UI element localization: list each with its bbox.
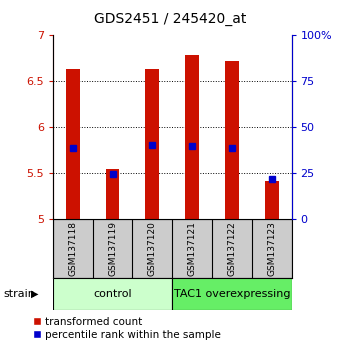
Bar: [66, 69, 80, 219]
Bar: [185, 55, 199, 219]
Text: GSM137122: GSM137122: [227, 221, 236, 276]
Text: TAC1 overexpressing: TAC1 overexpressing: [174, 289, 290, 299]
Legend: transformed count, percentile rank within the sample: transformed count, percentile rank withi…: [32, 317, 221, 340]
Bar: [106, 169, 119, 219]
Text: GSM137119: GSM137119: [108, 221, 117, 276]
Text: GSM137121: GSM137121: [188, 221, 197, 276]
Text: GDS2451 / 245420_at: GDS2451 / 245420_at: [94, 12, 247, 27]
Text: GSM137120: GSM137120: [148, 221, 157, 276]
Bar: [225, 61, 239, 219]
Bar: [53, 278, 172, 310]
Text: ▶: ▶: [31, 289, 38, 299]
Text: GSM137123: GSM137123: [267, 221, 276, 276]
Text: control: control: [93, 289, 132, 299]
Text: GSM137118: GSM137118: [68, 221, 77, 276]
Bar: [172, 278, 292, 310]
Text: strain: strain: [3, 289, 35, 299]
Bar: [145, 69, 159, 219]
Bar: [265, 181, 279, 219]
